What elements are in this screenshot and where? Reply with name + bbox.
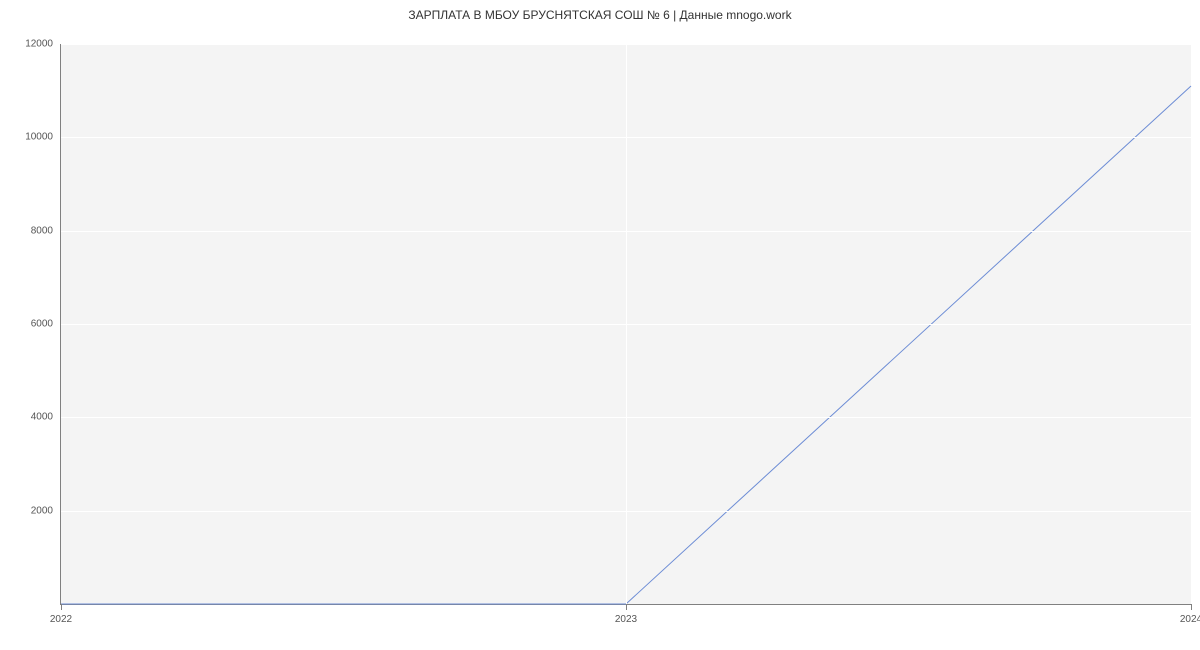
x-tick-mark: [61, 604, 62, 610]
x-tick-label: 2024: [1180, 614, 1200, 625]
y-tick-label: 6000: [31, 319, 53, 330]
chart-title: ЗАРПЛАТА В МБОУ БРУСНЯТСКАЯ СОШ № 6 | Да…: [0, 8, 1200, 22]
y-tick-label: 2000: [31, 505, 53, 516]
y-tick-label: 8000: [31, 225, 53, 236]
y-tick-label: 10000: [25, 132, 53, 143]
salary-line-chart: ЗАРПЛАТА В МБОУ БРУСНЯТСКАЯ СОШ № 6 | Да…: [0, 0, 1200, 650]
y-tick-label: 4000: [31, 412, 53, 423]
plot-area: 20004000600080001000012000202220232024: [60, 44, 1191, 605]
y-tick-label: 12000: [25, 39, 53, 50]
x-tick-label: 2023: [615, 614, 637, 625]
x-tick-mark: [1191, 604, 1192, 610]
x-tick-mark: [626, 604, 627, 610]
grid-line-v: [626, 44, 627, 604]
x-tick-label: 2022: [50, 614, 72, 625]
